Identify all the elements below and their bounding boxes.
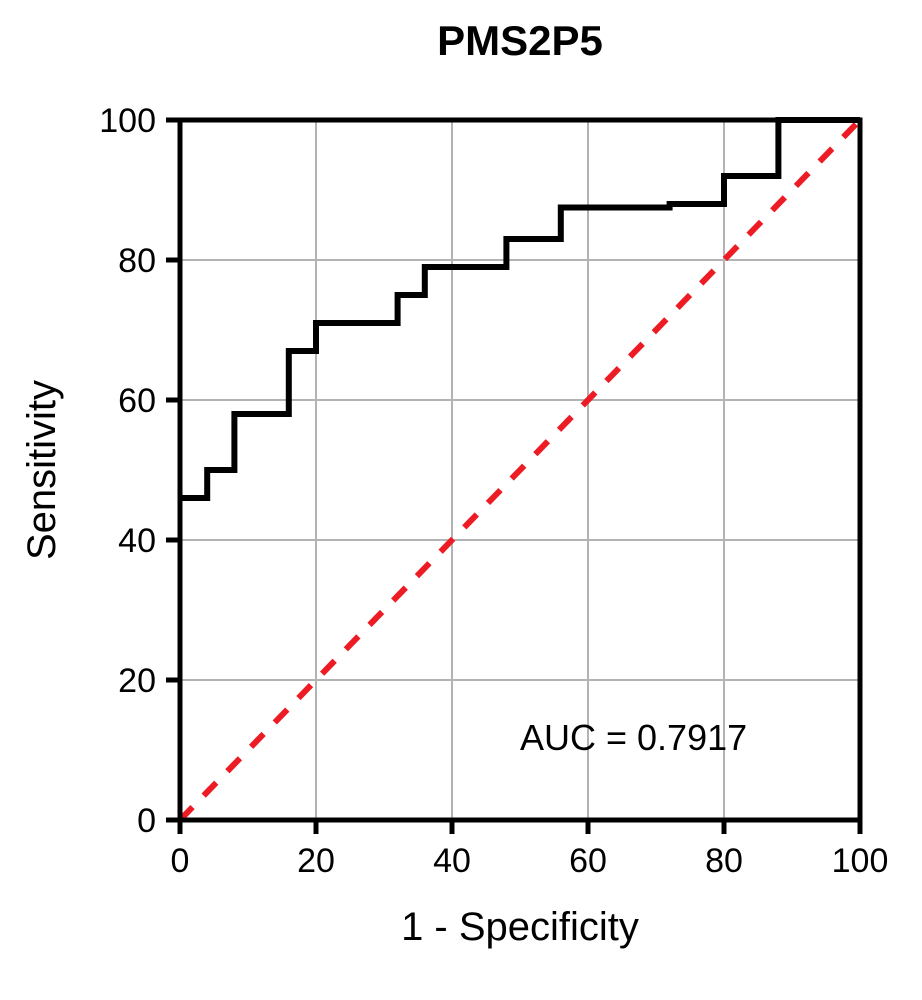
y-tick-label: 40 (118, 522, 156, 560)
roc-chart: 0 20 40 60 80 100 0 20 40 60 80 100 PMS2P5 1 - Specif… (0, 0, 922, 1000)
y-tick-label: 60 (118, 382, 156, 420)
x-tick-label: 20 (297, 842, 335, 880)
x-tick-label: 40 (433, 842, 471, 880)
chart-title: PMS2P5 (437, 17, 603, 64)
x-tick-label: 0 (171, 842, 190, 880)
x-axis-label: 1 - Specificity (401, 905, 639, 949)
y-tick-label: 0 (137, 802, 156, 840)
chart-container: 0 20 40 60 80 100 0 20 40 60 80 100 PMS2P5 1 - Specif… (0, 0, 922, 1000)
y-tick-label: 100 (99, 102, 156, 140)
y-tick-label: 20 (118, 662, 156, 700)
x-tick-label: 60 (569, 842, 607, 880)
x-tick-label: 100 (832, 842, 889, 880)
auc-annotation: AUC = 0.7917 (520, 717, 747, 758)
x-tick-label: 80 (705, 842, 743, 880)
y-axis-label: Sensitivity (20, 380, 64, 560)
y-tick-label: 80 (118, 242, 156, 280)
